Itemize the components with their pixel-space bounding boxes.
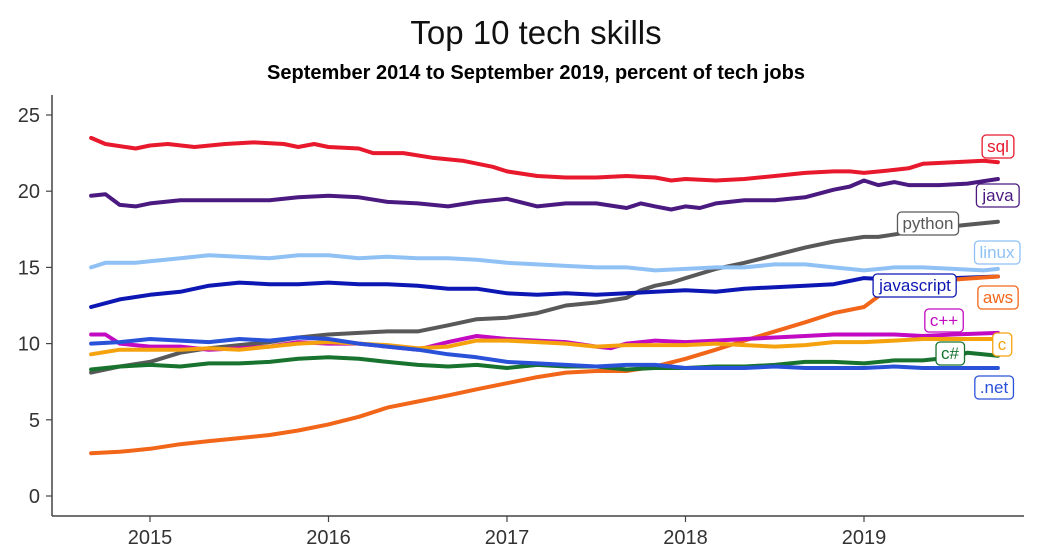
series-line-c xyxy=(89,337,1000,357)
series-label-text: java xyxy=(981,186,1014,205)
series-end-labels: sql java python linux javascript aws c++ c c# .ne… xyxy=(872,134,1021,400)
series-line-python xyxy=(89,219,1000,375)
y-tick-label: 25 xyxy=(18,105,40,127)
series-label-text: javascript xyxy=(878,276,951,295)
series-label-text: c# xyxy=(941,344,960,363)
x-tick-label: 2018 xyxy=(663,527,708,549)
series-label-javascript: javascript xyxy=(872,273,957,298)
series-label-c: c++ xyxy=(924,308,964,333)
y-tick-label: 5 xyxy=(29,410,40,432)
series-line-sql xyxy=(89,135,1000,183)
series-label-sql: sql xyxy=(981,134,1015,159)
series-label-box xyxy=(973,240,1021,265)
y-tick-label: 0 xyxy=(29,486,40,508)
series-line-javascript xyxy=(89,274,1000,309)
series-label-box xyxy=(975,183,1020,208)
series-label-text: .net xyxy=(980,378,1009,397)
series-label-text: linux xyxy=(980,243,1015,262)
chart-subtitle: September 2014 to September 2019, percen… xyxy=(267,62,805,84)
series-label-linux: linux xyxy=(973,240,1021,265)
series-lines xyxy=(89,135,1000,456)
x-ticks: 2015 2016 2017 2018 2019 xyxy=(128,516,887,549)
series-label-box xyxy=(935,341,966,366)
y-ticks: 0 5 10 15 20 25 xyxy=(18,105,52,508)
series-line-aws xyxy=(89,274,1000,456)
series-label-box xyxy=(992,332,1013,357)
series-label-box xyxy=(872,273,957,298)
x-tick-label: 2017 xyxy=(485,527,530,549)
series-label-text: c xyxy=(998,335,1007,354)
series-line-linux xyxy=(89,253,1000,273)
series-label-text: c++ xyxy=(930,311,958,330)
series-label-box xyxy=(977,285,1019,310)
y-tick-label: 15 xyxy=(18,257,40,279)
series-line-java xyxy=(89,177,1000,212)
series-label-box xyxy=(981,134,1015,159)
series-line-net xyxy=(89,335,1000,370)
series-label-box xyxy=(924,308,964,333)
series-label-aws: aws xyxy=(977,285,1019,310)
y-tick-label: 10 xyxy=(18,334,40,356)
x-tick-label: 2015 xyxy=(128,527,173,549)
y-tick-label: 20 xyxy=(18,181,40,203)
series-label-java: java xyxy=(975,183,1020,208)
series-label-box xyxy=(974,375,1015,400)
x-tick-label: 2019 xyxy=(842,527,887,549)
series-label-c: c xyxy=(992,332,1013,357)
series-label-box xyxy=(896,211,960,236)
chart-title: Top 10 tech skills xyxy=(410,14,662,51)
series-label-text: python xyxy=(902,214,953,233)
series-label-text: sql xyxy=(987,137,1009,156)
series-label-text: aws xyxy=(983,288,1013,307)
axes xyxy=(51,95,1024,517)
series-label-python: python xyxy=(896,211,960,236)
x-tick-label: 2016 xyxy=(306,527,351,549)
series-label-net: .net xyxy=(974,375,1015,400)
series-label-c: c# xyxy=(935,341,966,366)
